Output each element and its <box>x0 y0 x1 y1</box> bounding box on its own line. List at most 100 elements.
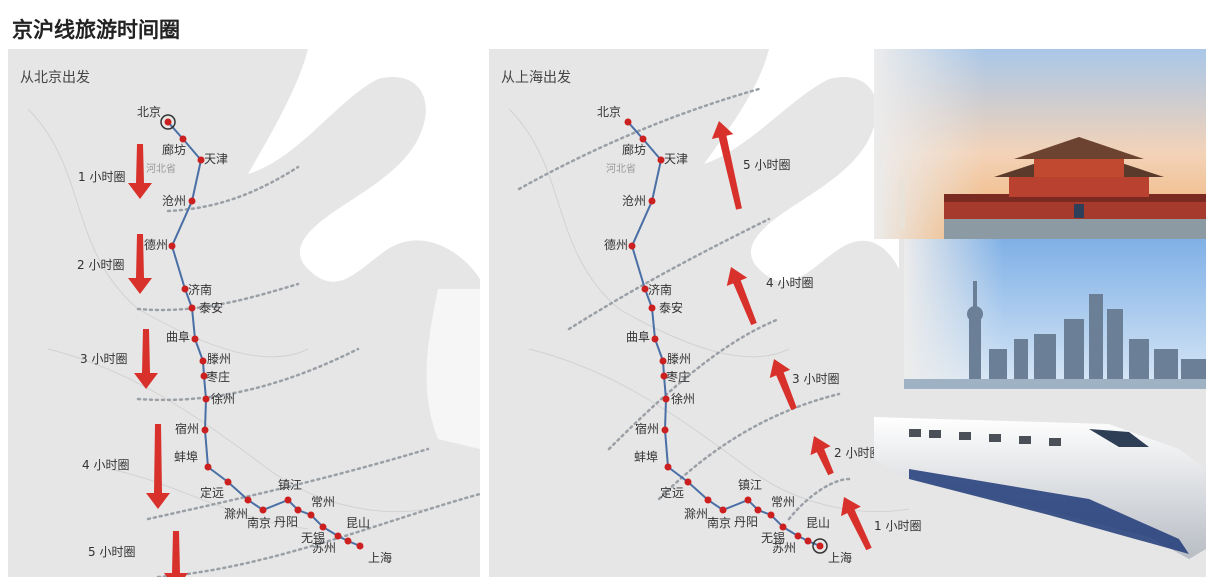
station-label: 徐州 <box>671 391 695 406</box>
station-marker <box>628 242 636 250</box>
station-label: 苏州 <box>312 541 336 555</box>
station-marker <box>244 496 252 504</box>
station-marker <box>164 118 172 126</box>
station-label: 滕州 <box>207 351 231 366</box>
station-label: 镇江 <box>278 478 302 492</box>
time-ring <box>567 217 771 331</box>
station-marker <box>319 523 327 531</box>
time-ring <box>607 317 781 451</box>
station-marker <box>179 135 187 143</box>
time-ring <box>136 347 360 402</box>
station-marker <box>224 478 232 486</box>
station-marker <box>202 395 210 403</box>
station-marker <box>200 372 208 380</box>
time-ring <box>156 492 480 577</box>
time-ring <box>146 447 430 521</box>
station-label: 镇江 <box>738 478 762 492</box>
direction-arrow-icon <box>128 234 152 294</box>
station-marker <box>744 496 752 504</box>
direction-arrow-icon <box>164 531 188 577</box>
station-marker <box>307 511 315 519</box>
high-speed-train-photo <box>874 417 1206 559</box>
ring-label: 4 小时圈 <box>766 276 813 290</box>
station-marker <box>639 135 647 143</box>
shanghai-skyline-photo <box>904 239 1206 389</box>
origin-marker-icon <box>160 114 176 130</box>
ring-label: 2 小时圈 <box>834 446 881 460</box>
station-label: 德州 <box>604 237 628 252</box>
station-marker <box>624 118 632 126</box>
station-label: 上海 <box>828 550 852 565</box>
direction-arrow-icon <box>134 329 158 389</box>
station-marker <box>661 426 669 434</box>
station-label: 泰安 <box>659 300 683 315</box>
station-label: 常州 <box>771 495 795 509</box>
time-ring <box>657 392 841 501</box>
station-label: 天津 <box>664 152 688 166</box>
station-label: 苏州 <box>772 541 796 555</box>
direction-arrow-icon <box>711 121 742 210</box>
time-ring <box>787 477 851 521</box>
station-marker <box>767 511 775 519</box>
tiananmen-gate-photo <box>874 49 1206 239</box>
page-title: 京沪线旅游时间圈 <box>12 18 180 42</box>
station-label: 昆山 <box>346 516 370 530</box>
station-marker <box>754 506 762 514</box>
station-marker <box>648 304 656 312</box>
station-label: 蚌埠 <box>634 450 658 464</box>
station-marker <box>719 506 727 514</box>
station-label: 南京 <box>247 515 271 530</box>
station-marker <box>181 285 189 293</box>
station-marker <box>664 463 672 471</box>
station-marker <box>804 537 812 545</box>
station-marker <box>344 537 352 545</box>
ring-label: 4 小时圈 <box>82 458 129 472</box>
time-ring <box>517 87 761 191</box>
station-marker <box>168 242 176 250</box>
station-label: 定远 <box>660 485 684 500</box>
station-label: 南京 <box>707 515 731 530</box>
map-panel-from-beijing: 北京 廊坊 天津 沧州 德州 济南 泰安 曲阜 滕州 枣庄 徐州 宿州 蚌埠 定远 滁州 南京 镇江 丹阳 常州 无锡… <box>8 49 480 577</box>
station-marker <box>641 285 649 293</box>
station-marker <box>657 156 665 164</box>
time-ring <box>166 165 300 213</box>
station-label: 丹阳 <box>734 515 758 529</box>
station-marker <box>259 506 267 514</box>
station-label: 宿州 <box>635 421 659 436</box>
station-label: 德州 <box>144 237 168 252</box>
station-label: 枣庄 <box>666 369 690 384</box>
station-label: 昆山 <box>806 516 830 530</box>
station-marker <box>648 197 656 205</box>
station-marker <box>191 335 199 343</box>
province-label: 河北省 <box>606 162 636 175</box>
ring-label: 3 小时圈 <box>792 372 839 386</box>
sea-area-east <box>426 289 480 449</box>
station-label: 无锡 <box>301 530 325 545</box>
time-ring <box>136 282 300 312</box>
ring-label: 5 小时圈 <box>88 545 135 559</box>
station-marker <box>188 304 196 312</box>
ring-label: 1 小时圈 <box>874 519 921 533</box>
station-marker <box>356 542 364 550</box>
station-marker <box>660 372 668 380</box>
station-label: 济南 <box>648 282 672 297</box>
direction-arrow-icon <box>146 424 170 509</box>
station-label: 枣庄 <box>206 369 230 384</box>
direction-arrow-icon <box>128 144 152 199</box>
station-label: 沧州 <box>622 193 646 208</box>
station-label: 廊坊 <box>622 142 646 157</box>
station-marker <box>201 426 209 434</box>
station-label: 北京 <box>137 105 161 119</box>
station-label: 上海 <box>368 550 392 565</box>
station-label: 曲阜 <box>166 330 190 344</box>
station-label: 泰安 <box>199 300 223 315</box>
station-label: 徐州 <box>211 391 235 406</box>
station-marker <box>659 357 667 365</box>
ring-label: 3 小时圈 <box>80 352 127 366</box>
station-label: 济南 <box>188 282 212 297</box>
station-marker <box>704 496 712 504</box>
station-marker <box>816 542 824 550</box>
station-label: 曲阜 <box>626 330 650 344</box>
ring-label: 5 小时圈 <box>743 158 790 172</box>
station-marker <box>199 357 207 365</box>
